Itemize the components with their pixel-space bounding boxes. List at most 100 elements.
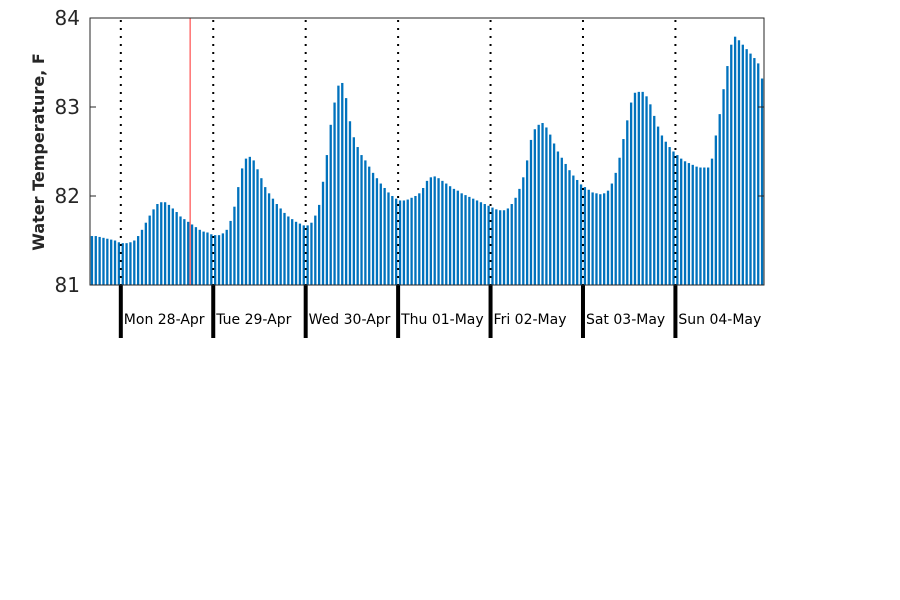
bar bbox=[237, 187, 240, 285]
bar bbox=[152, 209, 155, 285]
bar bbox=[167, 204, 171, 285]
bar bbox=[421, 187, 425, 285]
bar bbox=[402, 200, 406, 285]
bar bbox=[579, 184, 583, 285]
bar bbox=[106, 238, 109, 285]
bar bbox=[110, 239, 113, 285]
bar bbox=[113, 240, 117, 285]
bar bbox=[599, 194, 602, 285]
bar bbox=[337, 85, 340, 285]
bar bbox=[129, 242, 132, 285]
bar bbox=[90, 236, 94, 285]
day-label: Thu 01-May bbox=[400, 312, 484, 328]
bar bbox=[441, 180, 444, 285]
bar bbox=[568, 170, 571, 285]
bar bbox=[395, 198, 398, 285]
bar bbox=[664, 141, 667, 285]
bar bbox=[499, 210, 502, 285]
bar bbox=[753, 58, 756, 285]
bar bbox=[171, 208, 174, 285]
bar bbox=[341, 82, 344, 285]
bar bbox=[225, 229, 228, 285]
y-tick-label: 84 bbox=[55, 6, 80, 30]
bar bbox=[398, 200, 402, 285]
bar bbox=[718, 114, 721, 286]
bar bbox=[603, 193, 606, 285]
bar bbox=[210, 234, 213, 285]
bar bbox=[495, 209, 498, 285]
bar bbox=[260, 178, 263, 285]
bar bbox=[321, 181, 325, 285]
bar bbox=[244, 158, 248, 285]
bar bbox=[456, 190, 459, 285]
bar bbox=[163, 202, 167, 285]
bar bbox=[294, 221, 298, 285]
day-label: Tue 29-Apr bbox=[215, 312, 291, 328]
bar bbox=[510, 204, 513, 285]
bar bbox=[190, 224, 194, 285]
bar bbox=[314, 215, 317, 285]
bar bbox=[302, 225, 305, 285]
bar bbox=[614, 172, 617, 285]
bar bbox=[618, 157, 621, 285]
bar bbox=[360, 155, 363, 285]
bar bbox=[202, 231, 205, 285]
bar bbox=[371, 172, 375, 285]
bar bbox=[221, 233, 225, 285]
bar bbox=[298, 223, 302, 285]
bar bbox=[680, 158, 683, 285]
plot-area-frame bbox=[89, 17, 765, 286]
y-tick-label: 82 bbox=[55, 184, 80, 208]
bar bbox=[525, 160, 529, 285]
bar bbox=[179, 216, 182, 285]
bar bbox=[464, 195, 467, 285]
bar bbox=[518, 188, 521, 285]
bar bbox=[760, 78, 764, 286]
bar bbox=[194, 227, 198, 285]
bar bbox=[460, 193, 463, 285]
bar bbox=[437, 178, 440, 285]
bar bbox=[102, 237, 105, 285]
bar bbox=[552, 143, 556, 285]
bar bbox=[472, 198, 475, 285]
bar bbox=[549, 134, 552, 285]
bar bbox=[626, 120, 629, 285]
bar bbox=[344, 98, 348, 285]
bar bbox=[325, 155, 329, 285]
bar bbox=[502, 210, 506, 285]
bar bbox=[641, 91, 644, 286]
bar bbox=[710, 158, 714, 285]
day-label: Sat 03-May bbox=[586, 312, 665, 328]
bar bbox=[136, 236, 140, 285]
bar bbox=[333, 102, 336, 285]
bar bbox=[545, 127, 548, 285]
bar bbox=[271, 198, 275, 285]
bar bbox=[687, 163, 691, 285]
bar bbox=[733, 36, 737, 285]
bar bbox=[94, 236, 97, 285]
bar bbox=[275, 204, 278, 285]
bar bbox=[414, 196, 417, 285]
bar bbox=[283, 212, 286, 285]
bar bbox=[491, 207, 494, 285]
bar bbox=[287, 216, 290, 285]
y-axis-label: Water Temperature, F bbox=[29, 53, 48, 251]
bar bbox=[629, 102, 633, 285]
bar bbox=[591, 192, 594, 285]
bar bbox=[633, 92, 637, 285]
bar bbox=[587, 189, 590, 285]
bar bbox=[352, 137, 355, 285]
bar bbox=[703, 167, 706, 285]
bar bbox=[730, 44, 733, 286]
bar bbox=[264, 187, 267, 285]
bar bbox=[429, 177, 433, 285]
bar bbox=[267, 193, 271, 285]
bar bbox=[256, 169, 259, 285]
bar bbox=[572, 175, 575, 285]
bar bbox=[637, 91, 640, 286]
bar bbox=[445, 183, 448, 285]
bar bbox=[329, 124, 332, 285]
bar bbox=[187, 221, 190, 285]
bar bbox=[98, 236, 101, 285]
